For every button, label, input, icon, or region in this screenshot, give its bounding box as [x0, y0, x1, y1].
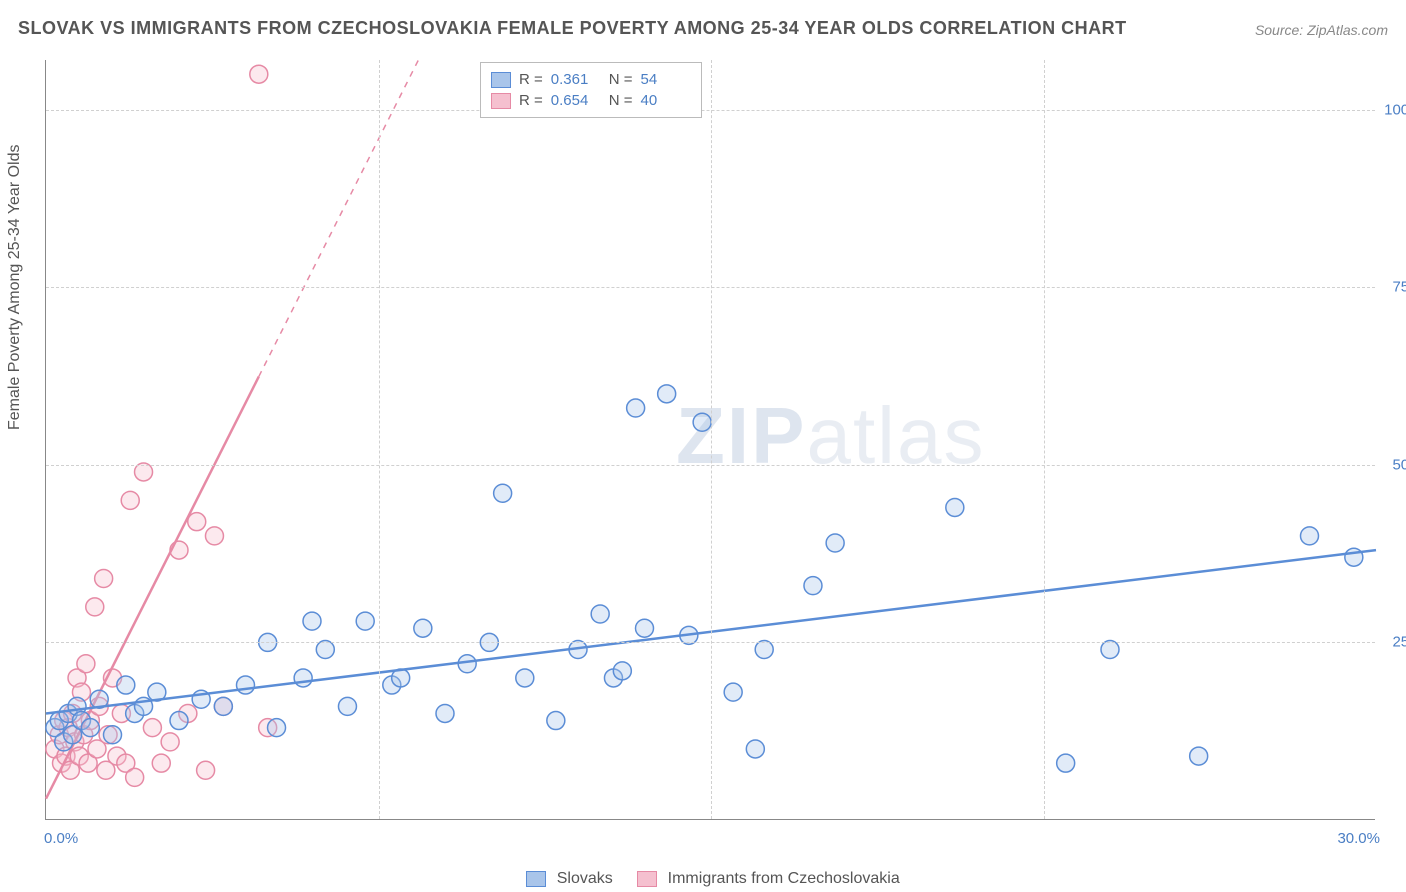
data-point — [214, 697, 232, 715]
swatch-slovaks-bottom — [526, 871, 546, 887]
x-tick-label: 0.0% — [44, 830, 78, 847]
data-point — [303, 612, 321, 630]
data-point — [1190, 747, 1208, 765]
data-point — [121, 491, 139, 509]
x-tick-label: 30.0% — [1337, 830, 1380, 847]
trend-line-extrapolated — [259, 60, 419, 377]
series-label-slovaks: Slovaks — [557, 870, 613, 887]
data-point — [268, 719, 286, 737]
data-point — [436, 704, 454, 722]
swatch-slovaks — [491, 72, 511, 88]
series-label-immigrants: Immigrants from Czechoslovakia — [668, 870, 900, 887]
data-point — [946, 498, 964, 516]
data-point — [205, 527, 223, 545]
data-point — [494, 484, 512, 502]
data-point — [250, 65, 268, 83]
n-value-immigrants: 40 — [641, 92, 691, 109]
plot-area: ZIPatlas 25.0%50.0%75.0%100.0%0.0%30.0% — [45, 60, 1375, 820]
data-point — [237, 676, 255, 694]
data-point — [414, 619, 432, 637]
data-point — [152, 754, 170, 772]
data-point — [1301, 527, 1319, 545]
data-point — [338, 697, 356, 715]
swatch-immigrants-bottom — [637, 871, 657, 887]
r-value-slovaks: 0.361 — [551, 71, 601, 88]
data-point — [804, 577, 822, 595]
r-label: R = — [519, 71, 543, 88]
data-point — [613, 662, 631, 680]
data-point — [86, 598, 104, 616]
data-point — [170, 712, 188, 730]
y-tick-label: 100.0% — [1380, 101, 1406, 118]
data-point — [547, 712, 565, 730]
y-tick-label: 75.0% — [1380, 279, 1406, 296]
data-point — [197, 761, 215, 779]
data-point — [591, 605, 609, 623]
data-point — [104, 726, 122, 744]
n-value-slovaks: 54 — [641, 71, 691, 88]
data-point — [294, 669, 312, 687]
data-point — [117, 676, 135, 694]
chart-title: SLOVAK VS IMMIGRANTS FROM CZECHOSLOVAKIA… — [18, 18, 1127, 39]
legend-row-slovaks: R = 0.361 N = 54 — [491, 69, 691, 90]
correlation-legend: R = 0.361 N = 54 R = 0.654 N = 40 — [480, 62, 702, 118]
data-point — [658, 385, 676, 403]
data-point — [746, 740, 764, 758]
data-point — [693, 413, 711, 431]
gridline-v — [711, 60, 712, 819]
series-legend: Slovaks Immigrants from Czechoslovakia — [0, 870, 1406, 888]
legend-row-immigrants: R = 0.654 N = 40 — [491, 90, 691, 111]
data-point — [356, 612, 374, 630]
y-tick-label: 50.0% — [1380, 456, 1406, 473]
data-point — [826, 534, 844, 552]
source-attribution: Source: ZipAtlas.com — [1255, 22, 1388, 38]
gridline-v — [379, 60, 380, 819]
data-point — [95, 570, 113, 588]
n-label: N = — [609, 71, 633, 88]
data-point — [1057, 754, 1075, 772]
n-label: N = — [609, 92, 633, 109]
y-axis-title: Female Poverty Among 25-34 Year Olds — [6, 145, 24, 431]
gridline-v — [1044, 60, 1045, 819]
r-label: R = — [519, 92, 543, 109]
r-value-immigrants: 0.654 — [551, 92, 601, 109]
data-point — [636, 619, 654, 637]
data-point — [126, 768, 144, 786]
data-point — [143, 719, 161, 737]
data-point — [77, 655, 95, 673]
data-point — [724, 683, 742, 701]
data-point — [161, 733, 179, 751]
data-point — [627, 399, 645, 417]
swatch-immigrants — [491, 93, 511, 109]
data-point — [516, 669, 534, 687]
y-tick-label: 25.0% — [1380, 634, 1406, 651]
data-point — [188, 513, 206, 531]
data-point — [81, 719, 99, 737]
